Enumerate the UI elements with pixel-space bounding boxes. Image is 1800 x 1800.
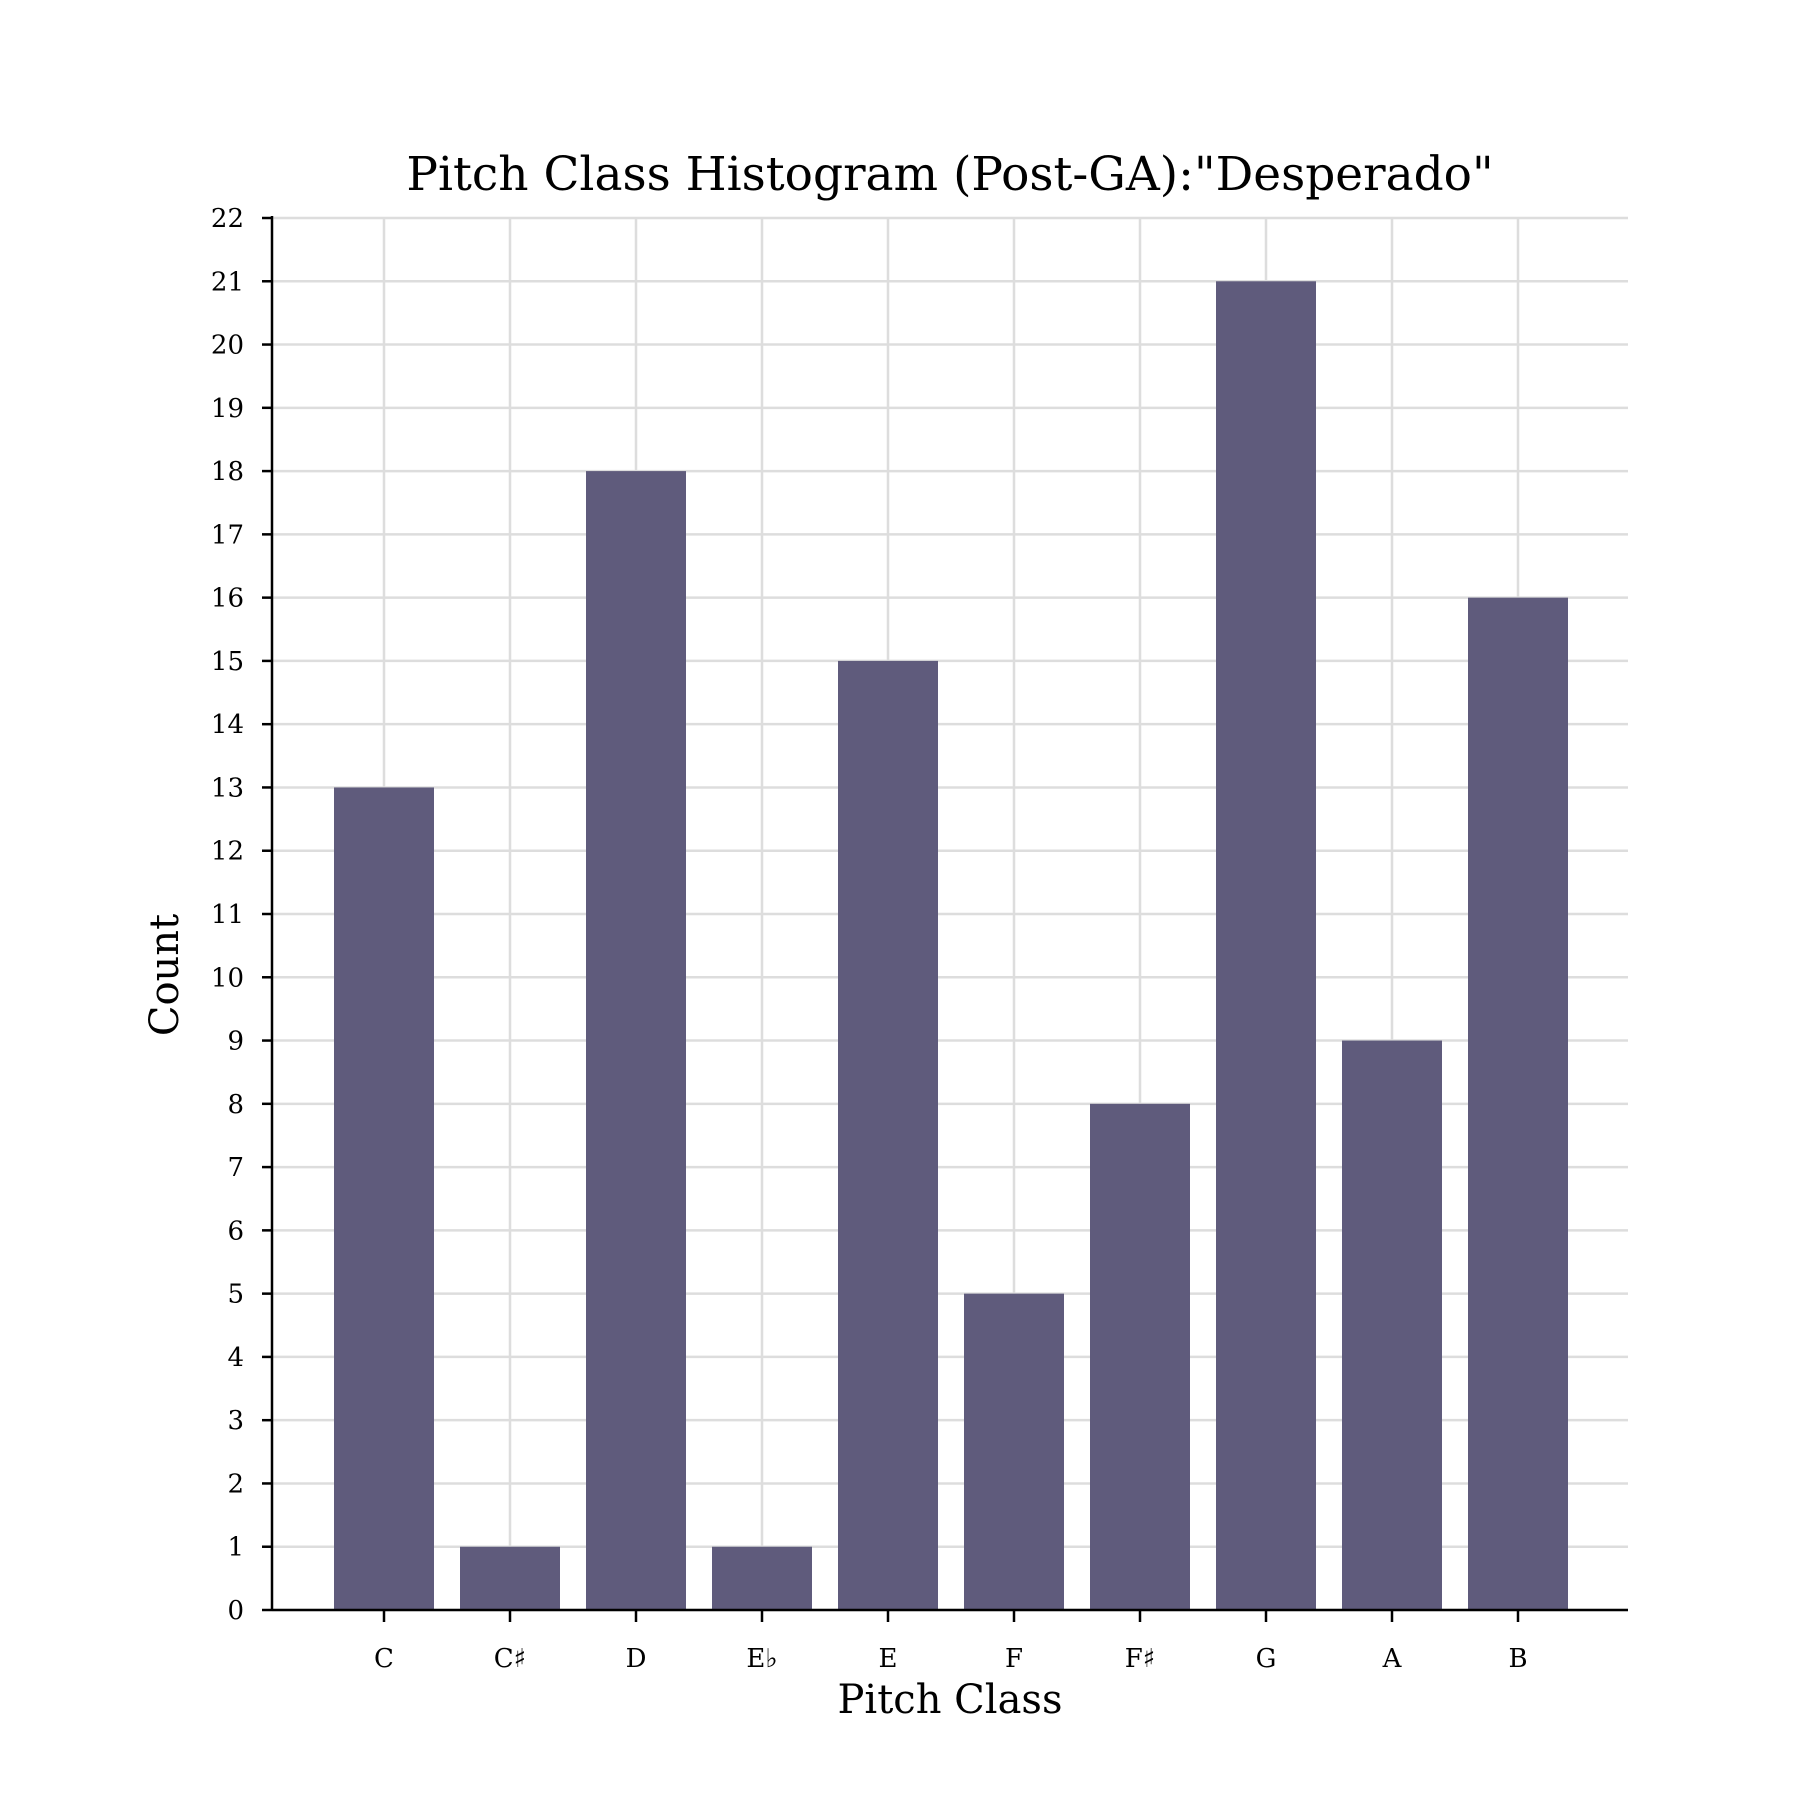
- x-tick-label: G: [1256, 1644, 1277, 1674]
- y-tick-label: 0: [227, 1596, 244, 1626]
- y-tick-label: 19: [211, 394, 244, 424]
- bar: [712, 1546, 812, 1610]
- x-tick-label: A: [1382, 1644, 1403, 1674]
- x-tick-label: B: [1508, 1644, 1527, 1674]
- x-tick-label: F: [1005, 1644, 1023, 1674]
- bar: [838, 660, 938, 1610]
- y-tick-label: 10: [211, 963, 244, 993]
- y-tick-label: 9: [227, 1027, 244, 1057]
- y-tick-label: 11: [211, 900, 244, 930]
- y-tick-label: 22: [211, 204, 244, 234]
- y-tick-label: 3: [227, 1406, 244, 1436]
- x-tick-label: F♯: [1125, 1644, 1156, 1674]
- x-tick-label: E: [879, 1644, 898, 1674]
- y-tick-label: 5: [227, 1280, 244, 1310]
- y-tick-label: 20: [211, 331, 244, 361]
- y-tick-label: 16: [211, 584, 244, 614]
- y-tick-label: 15: [211, 647, 244, 677]
- bar: [1216, 281, 1316, 1611]
- y-tick-label: 8: [227, 1090, 244, 1120]
- bar: [1090, 1103, 1190, 1610]
- y-tick-label: 21: [211, 267, 244, 297]
- x-tick-label: E♭: [746, 1644, 777, 1674]
- y-tick-label: 12: [211, 837, 244, 867]
- x-tick-label: C♯: [494, 1644, 526, 1674]
- bar: [1342, 1040, 1442, 1610]
- bar: [460, 1546, 560, 1610]
- y-tick-label: 17: [211, 520, 244, 550]
- y-tick-label: 13: [211, 773, 244, 803]
- chart-title: Pitch Class Histogram (Post-GA):"Despera…: [406, 147, 1493, 202]
- x-axis-label: Pitch Class: [838, 1677, 1063, 1723]
- x-tick-label: D: [626, 1644, 647, 1674]
- bar: [334, 787, 434, 1610]
- y-tick-label: 1: [227, 1533, 244, 1563]
- bars: [334, 281, 1568, 1611]
- y-tick-label: 18: [211, 457, 244, 487]
- bar: [964, 1293, 1064, 1610]
- bar: [586, 471, 686, 1610]
- x-tick-label: C: [374, 1644, 394, 1674]
- y-tick-label: 7: [227, 1153, 244, 1183]
- bar: [1468, 597, 1568, 1610]
- y-axis-label: Count: [142, 914, 188, 1036]
- y-tick-label: 4: [227, 1343, 244, 1373]
- y-tick-label: 2: [227, 1469, 244, 1499]
- y-tick-label: 6: [227, 1216, 244, 1246]
- y-tick-label: 14: [211, 710, 244, 740]
